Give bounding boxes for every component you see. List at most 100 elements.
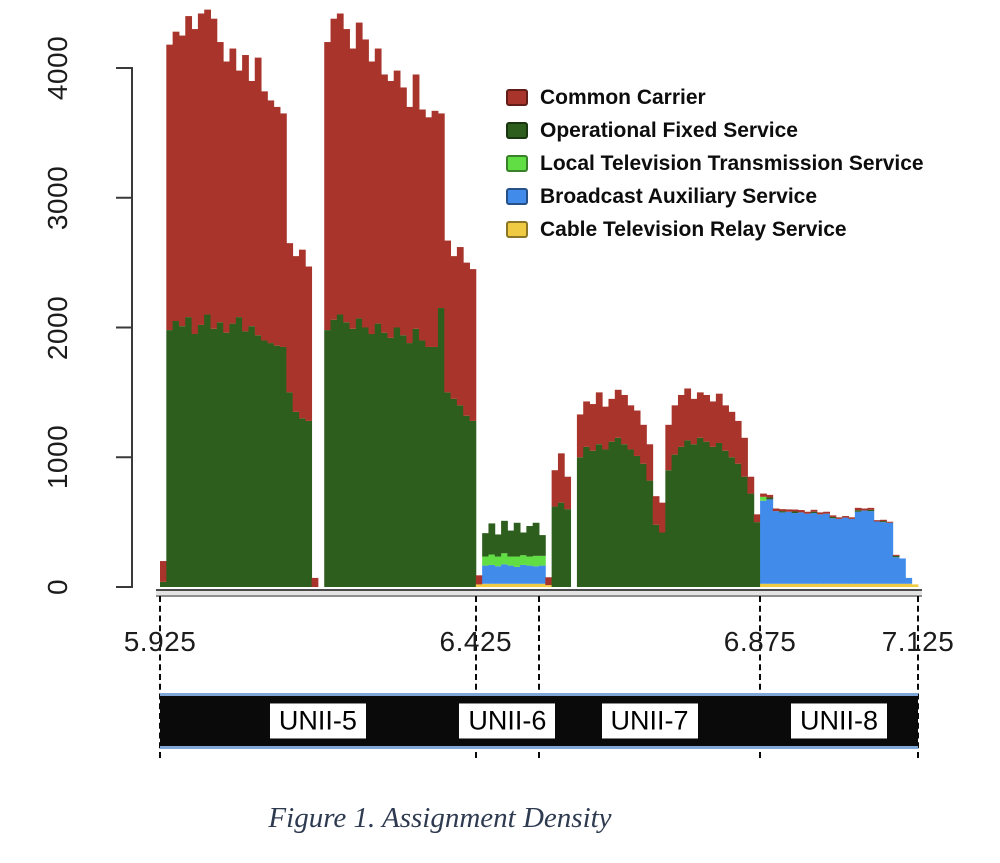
- bar-segment: [520, 532, 527, 556]
- bar-segment: [273, 106, 281, 346]
- bar-segment: [703, 441, 710, 587]
- bar-segment: [254, 57, 262, 336]
- bar-segment: [469, 269, 477, 421]
- bar-segment: [355, 318, 363, 587]
- bar-segment: [804, 511, 812, 514]
- bar-segment: [886, 521, 894, 523]
- bar-segment: [684, 440, 692, 587]
- bar-segment: [362, 327, 369, 587]
- bar-segment: [526, 583, 534, 587]
- bar-segment: [482, 556, 489, 566]
- bar-segment: [520, 564, 527, 584]
- legend-label: Cable Television Relay Service: [540, 217, 847, 241]
- bar-segment: [583, 446, 590, 587]
- bar-segment: [229, 48, 237, 324]
- bar-segment: [892, 555, 900, 558]
- bar-segment: [835, 518, 843, 584]
- bar-segment: [772, 511, 780, 584]
- bar-segment: [488, 564, 496, 584]
- bar-segment: [494, 583, 502, 587]
- bar-segment: [671, 454, 679, 587]
- bar-segment: [381, 74, 388, 333]
- bar-segment: [545, 577, 553, 586]
- bar-segment: [532, 583, 540, 587]
- legend-swatch-broadcast-auxiliary-icon: [506, 188, 528, 205]
- y-tick-label: 4000: [42, 35, 73, 101]
- bar-segment: [494, 556, 502, 567]
- bar-segment: [501, 564, 508, 584]
- figure-caption: Figure 1. Assignment Density: [268, 802, 612, 834]
- bar-segment: [501, 583, 508, 587]
- bar-segment: [280, 113, 287, 347]
- bar-segment: [166, 330, 174, 587]
- bar-segment: [513, 566, 521, 584]
- bar-segment: [507, 565, 515, 584]
- bar-segment: [160, 561, 167, 582]
- unii-band-label-unii-7: UNII-7: [601, 703, 698, 739]
- bar-segment: [583, 401, 590, 447]
- bar-segment: [355, 22, 363, 319]
- bar-segment: [242, 55, 249, 332]
- bar-segment: [456, 247, 464, 406]
- bar-segment: [696, 437, 704, 587]
- bar-segment: [172, 31, 180, 322]
- bar-segment: [785, 511, 793, 584]
- bar-segment: [867, 583, 875, 587]
- bar-segment: [589, 404, 597, 451]
- bar-segment: [267, 100, 275, 344]
- bar-segment: [456, 405, 464, 587]
- bar-segment: [286, 392, 294, 587]
- bar-segment: [576, 457, 584, 587]
- legend-item-common-carrier: Common Carrier: [506, 86, 924, 109]
- bar-segment: [779, 512, 786, 584]
- bar-segment: [406, 343, 414, 587]
- bar-segment: [816, 514, 824, 584]
- bar-segment: [829, 518, 837, 584]
- bar-segment: [880, 522, 887, 584]
- bar-segment: [482, 565, 489, 584]
- bar-segment: [816, 512, 824, 515]
- bar-segment: [766, 497, 774, 500]
- y-tick-label: 3000: [42, 165, 73, 230]
- legend-swatch-common-carrier-icon: [506, 89, 528, 106]
- bar-segment: [412, 328, 420, 587]
- bar-segment: [659, 502, 666, 533]
- bar-segment: [797, 583, 805, 587]
- bar-segment: [867, 511, 875, 584]
- bar-segment: [829, 516, 837, 519]
- bar-segment: [254, 335, 262, 587]
- bar-segment: [621, 394, 628, 445]
- bar-segment: [861, 583, 868, 587]
- bar-segment: [791, 513, 799, 584]
- bar-segment: [892, 583, 900, 587]
- bar-segment: [760, 500, 767, 584]
- bar-segment: [324, 330, 331, 587]
- x-axis-line: [156, 589, 922, 597]
- bar-segment: [349, 328, 357, 587]
- bar-segment: [425, 117, 433, 347]
- bar-segment: [614, 389, 622, 438]
- bar-segment: [880, 583, 887, 587]
- bar-segment: [418, 109, 426, 341]
- bar-segment: [286, 243, 294, 393]
- bar-segment: [797, 510, 805, 513]
- bar-segment: [791, 511, 799, 514]
- bar-segment: [797, 512, 805, 584]
- bar-segment: [539, 555, 546, 566]
- bar-segment: [576, 414, 584, 458]
- bar-segment: [330, 319, 338, 587]
- bar-segment: [873, 520, 881, 522]
- bar-segment: [475, 584, 483, 587]
- legend-item-local-tv-transmission: Local Television Transmission Service: [506, 152, 924, 175]
- bar-segment: [191, 29, 199, 334]
- bar-segment: [854, 510, 862, 512]
- bar-segment: [368, 333, 376, 587]
- bar-segment: [349, 48, 357, 329]
- bar-segment: [248, 326, 256, 587]
- bar-segment: [867, 509, 875, 512]
- bar-segment: [400, 87, 407, 336]
- bar-segment: [381, 332, 388, 587]
- bar-segment: [305, 420, 313, 587]
- bar-segment: [292, 411, 300, 587]
